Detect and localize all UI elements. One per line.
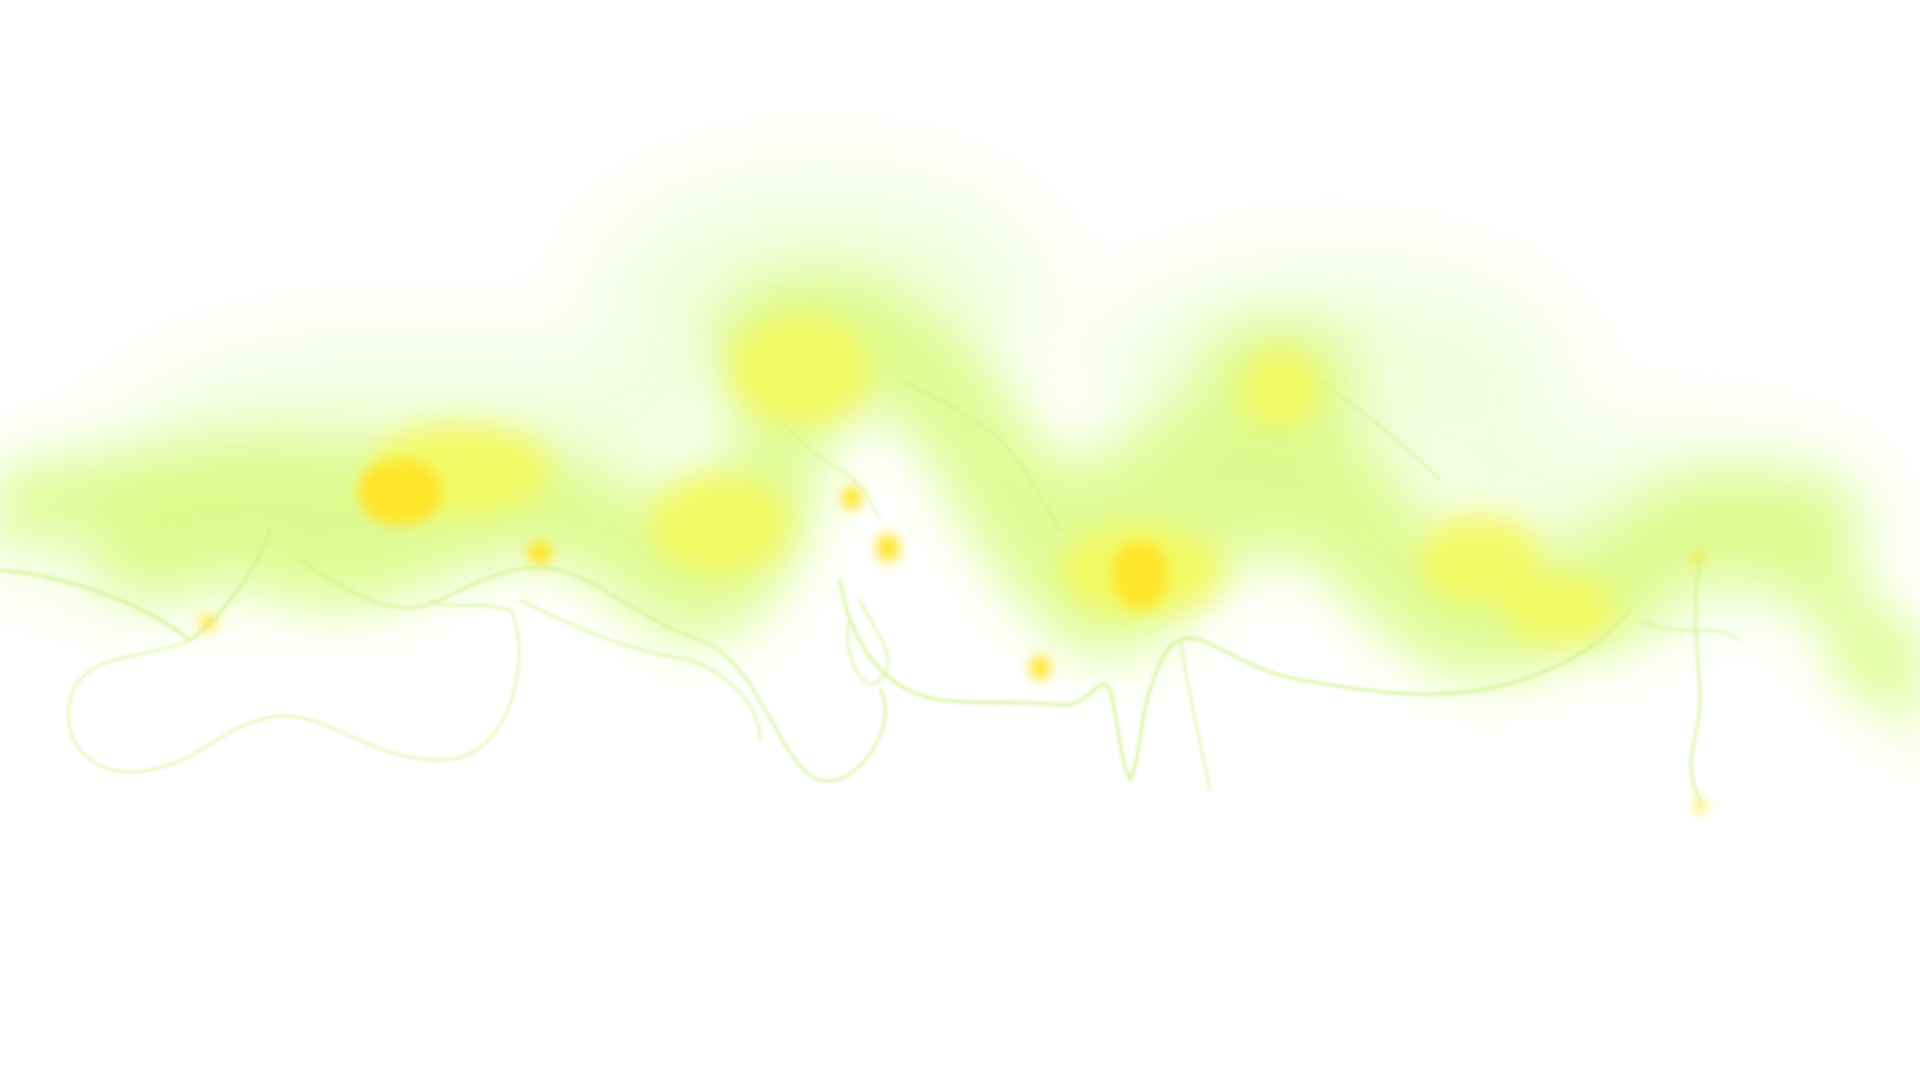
green-smoke-band	[0, 270, 1920, 760]
smoke-filaments	[0, 379, 1741, 802]
